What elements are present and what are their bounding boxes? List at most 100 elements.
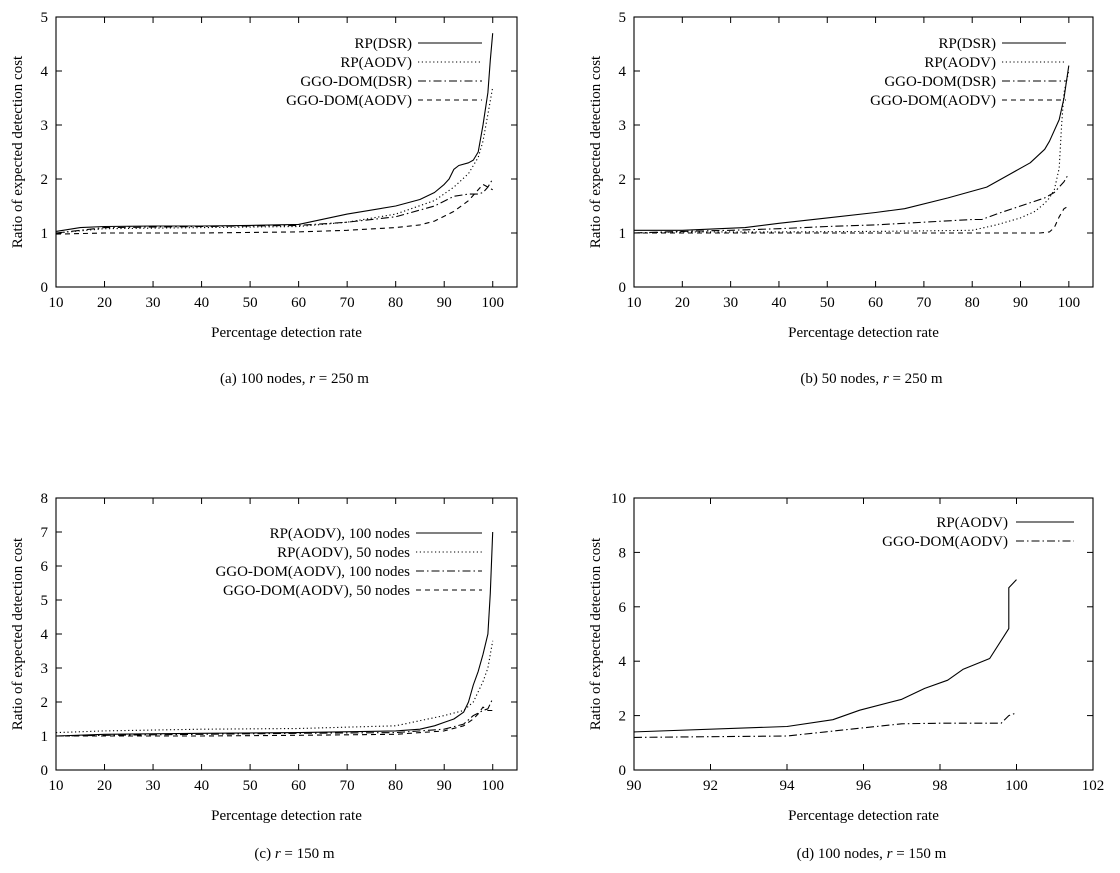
chart-3: 90 92 94 96 98 100 102 0 2 4 6 8 10 Percentage detect… <box>588 491 1104 862</box>
y-tick-label: 5 <box>619 10 627 26</box>
y-tick-label: 1 <box>41 226 49 242</box>
x-tick-label: 10 <box>49 778 64 794</box>
legend-label-0: RP(DSR) <box>938 36 996 52</box>
x-tick-label: 30 <box>146 295 161 311</box>
series-line-3 <box>634 205 1070 234</box>
series-line-0 <box>633 579 1017 733</box>
caption-prefix: (c) <box>254 846 274 862</box>
legend-label-2: GGO-DOM(AODV), 100 nodes <box>215 564 410 580</box>
legend-label-2: GGO-DOM(DSR) <box>884 74 996 90</box>
y-tick-label: 1 <box>619 226 627 242</box>
y-axis-label: Ratio of expected detection cost <box>10 537 26 730</box>
chart-0: 10 20 30 40 50 60 70 80 90 100 0 1 2 3 4 5 Percentage de… <box>10 10 518 387</box>
series-line-3 <box>56 706 493 737</box>
x-tick-label: 100 <box>1058 295 1081 311</box>
x-tick-label: 40 <box>771 295 786 311</box>
x-tick-label: 40 <box>194 778 209 794</box>
x-tick-label: 80 <box>388 778 403 794</box>
x-tick-label: 20 <box>675 295 690 311</box>
x-tick-label: 98 <box>933 778 948 794</box>
x-tick-label: 90 <box>437 778 452 794</box>
caption-suffix: = 250 m <box>889 371 943 387</box>
y-axis-label: Ratio of expected detection cost <box>588 537 604 730</box>
x-tick-label: 92 <box>703 778 718 794</box>
chart-2: 10 20 30 40 50 60 70 80 90 100 0 1 2 3 4 5 6 7 8 Percentage… <box>10 491 518 862</box>
x-tick-label: 90 <box>437 295 452 311</box>
y-tick-label: 0 <box>619 763 627 779</box>
x-tick-label: 30 <box>146 778 161 794</box>
y-tick-label: 4 <box>41 627 49 643</box>
y-tick-label: 10 <box>611 491 626 507</box>
y-tick-label: 8 <box>41 491 49 507</box>
y-tick-label: 1 <box>41 729 49 745</box>
y-tick-label: 6 <box>619 600 627 616</box>
x-tick-label: 60 <box>291 778 306 794</box>
series-line-0 <box>634 65 1070 231</box>
caption-variable: r <box>883 371 889 387</box>
y-tick-label: 2 <box>619 709 627 725</box>
chart-1: 10 20 30 40 50 60 70 80 90 100 0 1 2 3 4 5 Percentage de… <box>588 10 1094 387</box>
caption-suffix: = 250 m <box>315 371 369 387</box>
caption-prefix: (b) 50 nodes, <box>800 371 883 387</box>
figure-caption: (a) 100 nodes, r = 250 m <box>220 371 369 387</box>
figure-caption: (d) 100 nodes, r = 150 m <box>797 846 947 862</box>
caption-variable: r <box>275 846 281 862</box>
y-tick-label: 8 <box>619 545 627 561</box>
x-tick-label: 96 <box>856 778 872 794</box>
y-tick-label: 5 <box>41 10 49 26</box>
x-tick-label: 100 <box>1005 778 1028 794</box>
x-tick-label: 50 <box>820 295 835 311</box>
x-tick-label: 90 <box>1013 295 1028 311</box>
y-tick-label: 4 <box>41 64 49 80</box>
y-tick-label: 0 <box>41 763 49 779</box>
legend-label-3: GGO-DOM(AODV), 50 nodes <box>223 583 410 599</box>
y-tick-label: 4 <box>619 654 627 670</box>
plot-frame <box>55 16 518 288</box>
legend-label-1: RP(AODV), 50 nodes <box>277 545 410 561</box>
x-tick-label: 30 <box>723 295 738 311</box>
x-tick-label: 40 <box>194 295 209 311</box>
series-line-1 <box>633 712 1017 738</box>
x-axis-label: Percentage detection rate <box>788 808 939 824</box>
series-line-2 <box>633 173 1070 234</box>
x-tick-label: 70 <box>340 778 355 794</box>
y-axis-label: Ratio of expected detection cost <box>10 55 26 248</box>
x-tick-label: 70 <box>916 295 931 311</box>
y-tick-label: 6 <box>41 559 49 575</box>
x-tick-label: 60 <box>868 295 883 311</box>
legend-label-1: RP(AODV) <box>924 55 996 71</box>
y-tick-label: 2 <box>41 695 49 711</box>
plot-frame <box>633 16 1094 288</box>
y-tick-label: 3 <box>41 118 49 134</box>
y-tick-label: 7 <box>41 525 49 541</box>
x-tick-label: 10 <box>627 295 642 311</box>
series-line-2 <box>55 698 494 737</box>
legend-label-0: RP(AODV), 100 nodes <box>270 526 411 542</box>
caption-prefix: (a) 100 nodes, <box>220 371 309 387</box>
y-tick-label: 4 <box>619 64 627 80</box>
x-tick-label: 50 <box>243 778 258 794</box>
series-line-1 <box>55 87 494 234</box>
caption-variable: r <box>887 846 893 862</box>
y-axis-label: Ratio of expected detection cost <box>588 55 604 248</box>
y-tick-label: 0 <box>619 280 627 296</box>
legend-label-3: GGO-DOM(AODV) <box>286 93 412 109</box>
x-tick-label: 20 <box>97 295 112 311</box>
series-line-2 <box>55 178 494 234</box>
series-line-0 <box>55 531 494 737</box>
y-tick-label: 2 <box>619 172 627 188</box>
x-tick-label: 20 <box>97 778 112 794</box>
caption-suffix: = 150 m <box>281 846 335 862</box>
x-tick-label: 50 <box>243 295 258 311</box>
caption-variable: r <box>309 371 315 387</box>
x-tick-label: 94 <box>780 778 796 794</box>
y-tick-label: 2 <box>41 172 49 188</box>
x-tick-label: 70 <box>340 295 355 311</box>
x-tick-label: 80 <box>965 295 980 311</box>
y-tick-label: 0 <box>41 280 49 296</box>
x-tick-label: 60 <box>291 295 306 311</box>
x-axis-label: Percentage detection rate <box>788 325 939 341</box>
x-tick-label: 80 <box>388 295 403 311</box>
figure-caption: (b) 50 nodes, r = 250 m <box>800 371 943 387</box>
